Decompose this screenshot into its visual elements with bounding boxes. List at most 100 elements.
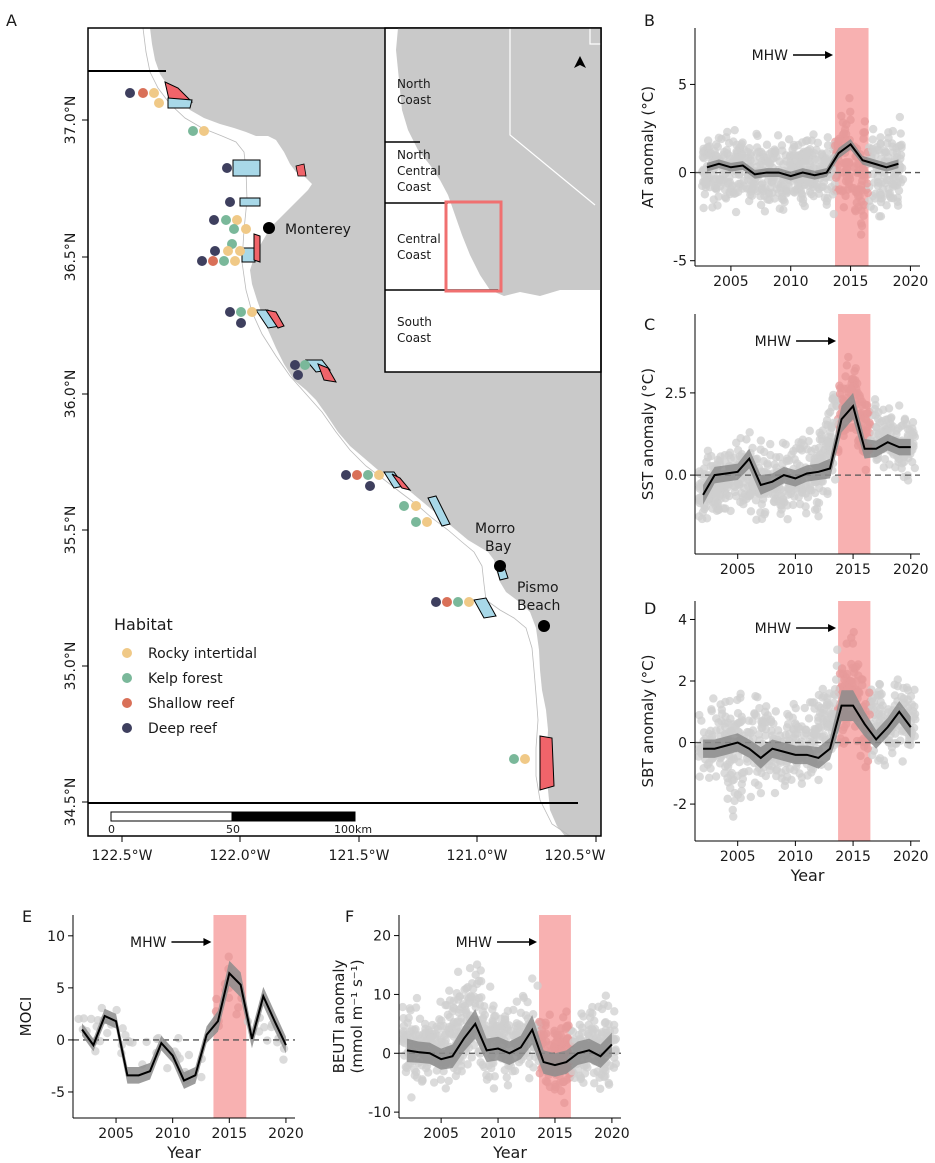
- x-tick-label: 2015: [835, 562, 871, 578]
- mhw-arrow-head: [828, 337, 837, 345]
- data-point-raw: [399, 1021, 409, 1031]
- data-point-raw: [876, 197, 886, 207]
- label-pismo-line2: Beach: [517, 598, 560, 614]
- data-point-raw: [463, 1060, 472, 1069]
- data-point-raw: [563, 1037, 572, 1046]
- data-point-raw: [770, 788, 780, 798]
- data-point-raw: [770, 497, 779, 507]
- data-point-raw: [754, 781, 763, 790]
- data-point-raw: [789, 150, 799, 159]
- scalebar-tick-0: 0: [108, 823, 115, 836]
- chart-panel-b: -5 0 5 2005 2010 2015 2020 B AT anomaly (°C) MHW: [639, 11, 928, 290]
- data-point-raw: [874, 756, 883, 765]
- data-point-raw: [896, 178, 906, 187]
- data-point-raw: [712, 487, 722, 497]
- data-point-raw: [539, 1030, 549, 1040]
- data-point-raw: [874, 691, 883, 700]
- legend-label-rocky-intertidal: Rocky intertidal: [148, 646, 257, 662]
- y-tick-label: 0: [382, 1046, 391, 1062]
- data-point-raw: [760, 447, 769, 457]
- data-point-raw: [868, 147, 878, 157]
- confidence-ribbon: [706, 139, 899, 181]
- data-point-raw: [895, 112, 905, 122]
- map-x-tick-label: 122.0°W: [210, 848, 271, 864]
- data-point-raw: [883, 427, 892, 436]
- y-tick-label: 0: [678, 166, 687, 182]
- data-point-raw: [823, 489, 832, 499]
- data-point-raw: [601, 1071, 610, 1081]
- confidence-ribbon: [703, 690, 911, 769]
- site-rocky-intertidal: [520, 754, 530, 764]
- data-point-raw: [903, 740, 913, 749]
- inset-label-south: South: [397, 315, 432, 329]
- data-point-raw: [859, 134, 868, 144]
- data-point-raw: [818, 684, 827, 694]
- data-point-raw: [744, 196, 754, 206]
- data-point-raw: [880, 454, 890, 464]
- data-point-raw: [610, 1007, 619, 1016]
- x-tick-label: 2005: [98, 1126, 134, 1142]
- x-tick-label: 2010: [778, 562, 814, 578]
- map-frame: [87, 27, 602, 837]
- data-point-raw: [881, 148, 891, 157]
- scalebar: 0 50 100km: [108, 811, 372, 836]
- data-point-raw: [789, 187, 799, 196]
- marker-pismo-beach: [538, 620, 550, 632]
- data-point-raw: [474, 993, 484, 1003]
- scalebar-tick-50: 50: [226, 823, 240, 836]
- data-point-raw: [778, 146, 787, 155]
- data-point-raw: [564, 1021, 573, 1030]
- data-point-raw: [756, 200, 766, 210]
- data-point-raw: [818, 693, 827, 702]
- mhw-arrow-head: [828, 624, 837, 632]
- data-point-raw: [224, 952, 233, 961]
- data-point-raw: [871, 411, 880, 420]
- data-point-raw: [863, 188, 872, 198]
- data-point-raw: [736, 693, 745, 702]
- site-deep-reef: [290, 360, 300, 370]
- y-axis-label: BEUTI anomaly: [330, 959, 348, 1073]
- inset-label-north: North: [397, 77, 431, 91]
- data-point-raw: [818, 448, 827, 457]
- data-point-raw: [442, 1000, 452, 1010]
- data-point-raw: [910, 463, 920, 473]
- data-point-raw: [837, 664, 847, 673]
- legend-swatch-kelp-forest: [122, 673, 132, 683]
- site-kelp-forest: [236, 307, 246, 317]
- data-point-raw: [610, 1036, 619, 1045]
- data-point-raw: [770, 460, 779, 469]
- data-point-raw: [212, 994, 221, 1004]
- data-point-raw: [765, 765, 775, 775]
- y-tick-label: -2: [673, 797, 687, 813]
- y-tick-label: 2.5: [665, 386, 687, 402]
- data-point-raw: [739, 478, 748, 487]
- data-point-raw: [795, 160, 805, 169]
- data-point-raw: [812, 504, 822, 514]
- marker-morro-bay: [494, 560, 506, 572]
- inset-map: North Coast North Central Coast Central …: [384, 27, 602, 373]
- data-point-raw: [776, 484, 786, 494]
- y-tick-label: 0: [678, 736, 687, 752]
- map-x-tick-label: 121.0°W: [447, 848, 508, 864]
- data-point-raw: [836, 734, 845, 743]
- mhw-arrow-head: [529, 938, 538, 946]
- data-point-raw: [782, 156, 791, 166]
- data-point-raw: [467, 1053, 476, 1062]
- data-point-raw: [766, 715, 776, 725]
- legend-label-deep-reef: Deep reef: [148, 721, 218, 737]
- label-monterey: Monterey: [285, 222, 351, 238]
- y-tick-label: -5: [673, 254, 687, 270]
- x-tick-label: 2010: [155, 1126, 191, 1142]
- site-rocky-intertidal: [235, 246, 245, 256]
- data-point-raw: [888, 182, 898, 191]
- data-point-raw: [579, 1078, 588, 1088]
- x-tick-label: 2020: [893, 849, 929, 865]
- data-point-raw: [876, 133, 885, 142]
- mhw-arrow-head: [825, 51, 834, 59]
- mpa-polygon: [239, 197, 261, 207]
- data-point-raw: [184, 1050, 194, 1060]
- data-point-raw: [550, 1026, 559, 1035]
- mpa-polygon: [241, 247, 256, 263]
- mpa-polygon: [391, 473, 412, 491]
- label-morro-line1: Morro: [475, 521, 515, 537]
